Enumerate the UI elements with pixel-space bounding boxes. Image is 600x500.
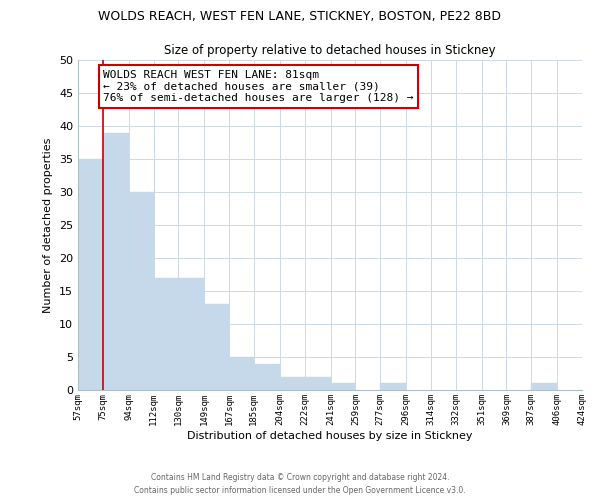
Bar [129,192,154,390]
Y-axis label: Number of detached properties: Number of detached properties [43,138,53,312]
Bar [154,278,178,390]
Bar [305,377,331,390]
Bar [280,377,305,390]
Text: Contains HM Land Registry data © Crown copyright and database right 2024.
Contai: Contains HM Land Registry data © Crown c… [134,474,466,495]
X-axis label: Distribution of detached houses by size in Stickney: Distribution of detached houses by size … [187,430,473,440]
Title: Size of property relative to detached houses in Stickney: Size of property relative to detached ho… [164,44,496,58]
Bar [331,384,355,390]
Bar [178,278,205,390]
Bar [380,384,406,390]
Text: WOLDS REACH, WEST FEN LANE, STICKNEY, BOSTON, PE22 8BD: WOLDS REACH, WEST FEN LANE, STICKNEY, BO… [98,10,502,23]
Bar [254,364,280,390]
Text: WOLDS REACH WEST FEN LANE: 81sqm
← 23% of detached houses are smaller (39)
76% o: WOLDS REACH WEST FEN LANE: 81sqm ← 23% o… [103,70,414,103]
Bar [531,384,557,390]
Bar [78,159,103,390]
Bar [229,357,254,390]
Bar [103,132,129,390]
Bar [205,304,229,390]
